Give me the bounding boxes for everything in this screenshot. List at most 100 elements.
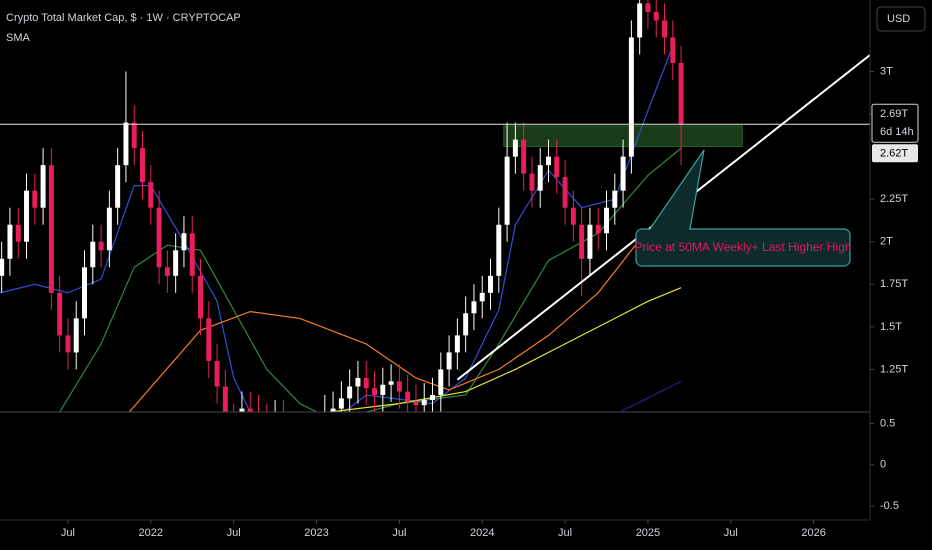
candle-body [438, 369, 444, 395]
chart-title: Crypto Total Market Cap, $ · 1W · CRYPTO… [6, 12, 241, 24]
y-tick-label: 0 [880, 459, 886, 471]
candle-body [471, 301, 477, 314]
candle-body [380, 384, 386, 395]
candle-body [355, 377, 361, 387]
candle-body [620, 156, 626, 191]
candle-body [546, 156, 551, 166]
chart-subtitle: SMA [6, 32, 31, 44]
x-tick-label: 2026 [801, 527, 825, 539]
candle-body [554, 156, 560, 178]
candle-body [446, 352, 452, 370]
candle-body [653, 11, 659, 21]
candle-body [40, 165, 46, 208]
candle-body [173, 250, 179, 276]
candle-body [612, 190, 618, 208]
candle-body [131, 122, 137, 149]
candle-body [15, 224, 21, 242]
candle-body [396, 381, 402, 392]
y-tick-label: -0.5 [880, 500, 899, 512]
candle-body [670, 37, 676, 63]
candle-body [156, 207, 162, 268]
candle-body [189, 233, 195, 276]
candle-body [662, 20, 667, 38]
currency[interactable]: USD [887, 13, 910, 25]
candle-body [678, 62, 684, 125]
candle-body [106, 207, 112, 251]
candle-body [239, 408, 245, 412]
x-tick-label: Jul [392, 527, 406, 539]
x-tick-label: Jul [558, 527, 572, 539]
overlay: Price at 50MA Weekly+ Last Higher High C… [6, 6, 926, 267]
candle-body [347, 386, 353, 399]
candle-body [222, 386, 228, 412]
candle-body [363, 377, 369, 389]
sma-line [329, 287, 682, 412]
candle-body [628, 37, 634, 157]
candle-body [73, 318, 79, 353]
candle-body [570, 207, 576, 225]
candle-body [48, 165, 54, 293]
x-tick-label: 2022 [139, 527, 163, 539]
y-tick-label: 0.5 [880, 417, 895, 429]
y-tick-label: 2T [880, 236, 893, 248]
candle-body [57, 292, 63, 336]
candle-body [479, 292, 485, 302]
candle-body [537, 165, 543, 191]
sma-line [619, 380, 682, 412]
candle-body [0, 258, 5, 276]
sma-line [59, 147, 682, 412]
candle-body [32, 190, 38, 208]
candle-body [7, 224, 13, 259]
x-tick-label: Jul [61, 527, 75, 539]
candle-body [148, 182, 154, 208]
candle-body [463, 313, 469, 336]
candle-body [372, 388, 377, 395]
candle-body [164, 267, 170, 276]
y-tick-label: 1.5T [880, 321, 902, 333]
main-pane [0, 0, 870, 412]
price-label-box [871, 103, 919, 143]
candle-body [140, 148, 145, 183]
annotation: Price at 50MA Weekly+ Last Higher High [635, 240, 852, 254]
x-tick-label: 2023 [304, 527, 328, 539]
candle-body [504, 156, 510, 225]
candle-body [198, 275, 203, 319]
candle-body [115, 165, 121, 208]
candle-body [405, 391, 411, 402]
candle-body [529, 173, 535, 191]
y-tick-label: 3T [880, 65, 893, 77]
marker-label: 2.62T [880, 148, 908, 160]
currency-box[interactable] [876, 6, 926, 32]
x-tick-label: 2025 [636, 527, 660, 539]
candle-body [512, 139, 518, 157]
candle-body [338, 398, 344, 409]
candle-body [413, 401, 419, 406]
candle-body [247, 408, 253, 412]
candle-body [330, 408, 336, 412]
candle-body [90, 241, 96, 268]
candle-body [421, 400, 427, 406]
candle-body [645, 3, 651, 12]
candle-body [430, 394, 435, 401]
candle-body [488, 275, 493, 293]
candle-body [388, 381, 394, 385]
candle-body [521, 139, 527, 174]
candle-body [82, 267, 87, 319]
candle-body [579, 224, 585, 259]
price-label: 2.69T [880, 108, 908, 120]
candle-body [214, 360, 220, 387]
candle-body [24, 190, 29, 242]
candle-body [181, 233, 187, 251]
candle-body [65, 335, 71, 353]
candle-body [587, 224, 593, 259]
candle-body [454, 335, 460, 353]
candle-body [98, 241, 104, 251]
callout-box [635, 228, 851, 267]
candle-body [637, 3, 643, 38]
marker-label-box [872, 144, 918, 163]
x-tick-label: Jul [724, 527, 738, 539]
x-tick-label: 2024 [470, 527, 494, 539]
